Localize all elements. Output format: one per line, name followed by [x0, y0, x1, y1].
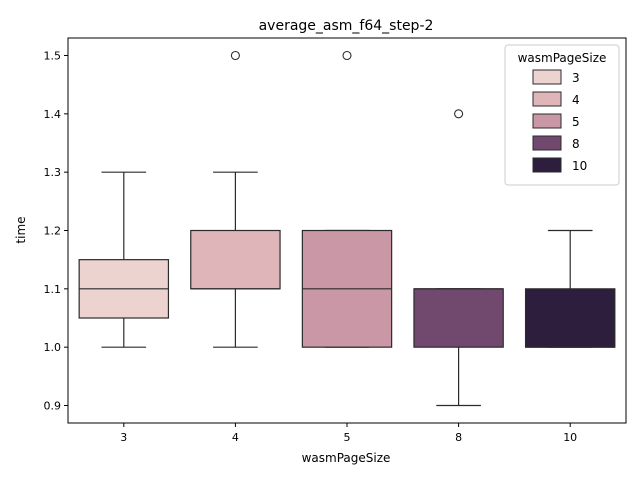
box	[190, 229, 281, 290]
x-tick-label: 5	[344, 431, 351, 444]
y-axis: 0.9 1.0 1.1 1.2 1.3 1.4 1.5	[44, 50, 68, 413]
box	[413, 288, 504, 348]
plot-area	[78, 50, 616, 407]
legend-swatch	[532, 113, 562, 129]
legend-label: 5	[572, 115, 580, 129]
box-group	[301, 50, 393, 348]
legend-swatch	[532, 157, 562, 173]
legend-label: 10	[572, 159, 587, 173]
y-tick-label: 0.9	[44, 400, 62, 413]
legend-swatch	[532, 135, 562, 151]
box-group	[524, 229, 616, 348]
y-tick-label: 1.5	[44, 50, 62, 63]
y-tick-label: 1.4	[44, 108, 62, 121]
legend-swatch	[532, 69, 562, 85]
y-axis-label: time	[14, 216, 28, 243]
chart-title: average_asm_f64_step-2	[259, 18, 434, 34]
y-tick-label: 1.1	[44, 283, 62, 296]
legend-label: 8	[572, 137, 580, 151]
y-tick-label: 1.0	[44, 341, 62, 354]
x-tick-label: 10	[563, 431, 577, 444]
legend: wasmPageSize 3 4 5 8 10	[504, 44, 620, 186]
outlier-point	[230, 50, 240, 61]
outlier-point	[454, 109, 464, 119]
y-tick-label: 1.2	[44, 225, 62, 238]
x-axis-label: wasmPageSize	[302, 451, 391, 465]
legend-title: wasmPageSize	[518, 51, 607, 65]
x-axis: 3 4 5 8 10	[120, 423, 577, 444]
legend-frame	[504, 44, 620, 186]
box-group	[78, 171, 170, 348]
box-group	[190, 50, 281, 348]
x-tick-label: 4	[232, 431, 239, 444]
box	[524, 288, 616, 348]
y-tick-label: 1.3	[44, 166, 62, 179]
box-group	[413, 109, 504, 407]
x-tick-label: 8	[455, 431, 462, 444]
legend-label: 4	[572, 93, 580, 107]
x-tick-label: 3	[120, 431, 127, 444]
legend-label: 3	[572, 71, 580, 85]
legend-swatch	[532, 91, 562, 107]
outlier-point	[342, 50, 352, 61]
